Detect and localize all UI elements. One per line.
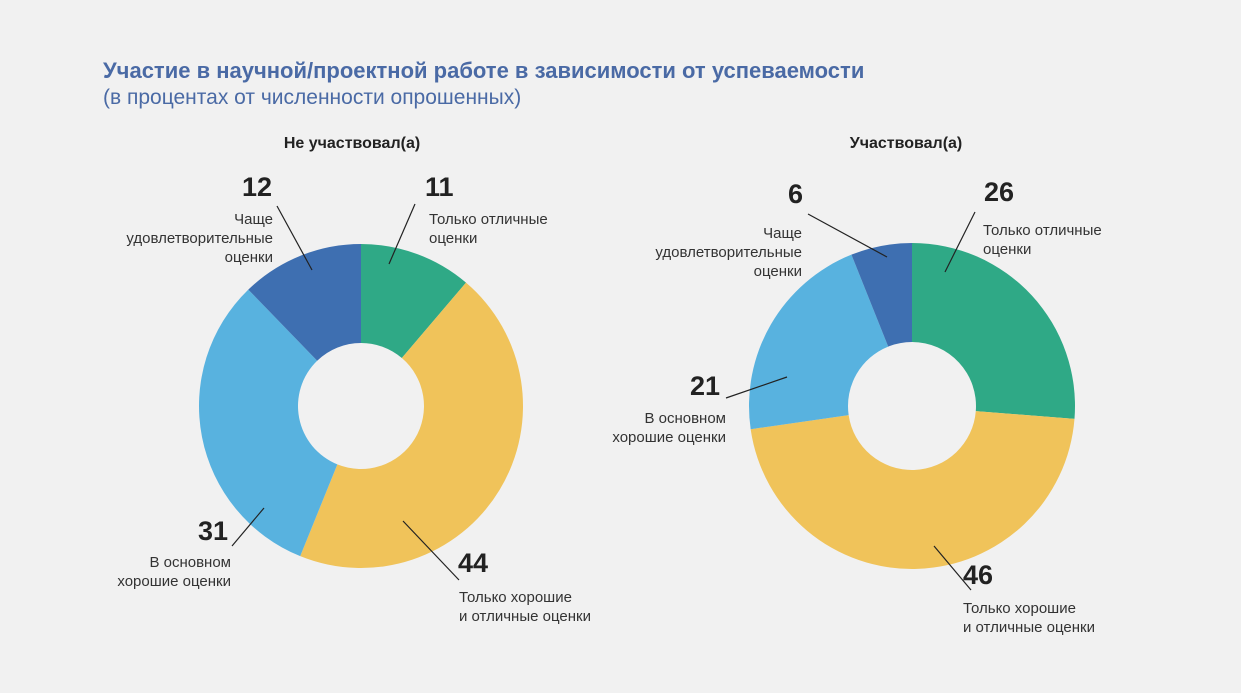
leader-line: [725, 376, 788, 399]
slice-2: [750, 411, 1075, 569]
leader-line: [807, 213, 888, 258]
category-label: Только хорошие и отличные оценки: [459, 589, 591, 625]
leader-line: [231, 507, 265, 547]
slice-3: [749, 254, 889, 430]
value-label: 12: [242, 172, 272, 202]
slice-3: [198, 289, 338, 557]
value-label: 11: [425, 172, 454, 202]
leader-line: [276, 205, 313, 271]
value-label: 44: [458, 548, 488, 578]
leader-line: [933, 545, 972, 591]
value-label: 26: [984, 177, 1014, 207]
value-label: 46: [963, 560, 993, 590]
category-label: Только хорошие и отличные оценки: [963, 600, 1095, 636]
category-label: В основном хорошие оценки: [117, 554, 231, 590]
category-label: Чаще удовлетворительные оценки: [655, 225, 802, 280]
page-subtitle: (в процентах от численности опрошенных): [103, 86, 522, 109]
page-title: Участие в научной/проектной работе в зав…: [103, 58, 865, 83]
leader-line: [402, 520, 460, 581]
category-label: В основном хорошие оценки: [612, 410, 726, 446]
donut-chart-2: Участвовал(а) 26 Только отличные оценки 46 То…: [612, 135, 1101, 636]
slice-1: [361, 244, 467, 359]
category-label: Только отличные оценки: [983, 222, 1102, 258]
slice-2: [300, 282, 523, 568]
value-label: 31: [198, 516, 228, 546]
category-label: Чаще удовлетворительные оценки: [126, 211, 273, 266]
slice-4: [851, 243, 912, 347]
slice-1: [912, 243, 1075, 419]
leader-line: [388, 203, 416, 265]
chart-title: Не участвовал(а): [284, 135, 420, 152]
category-label: Только отличные оценки: [429, 211, 548, 247]
value-label: 21: [690, 371, 720, 401]
leader-line: [944, 211, 976, 273]
value-label: 6: [788, 179, 803, 209]
donut-chart-1: Не участвовал(а) 11 Только отличные оценки 4…: [117, 135, 591, 625]
chart-title: Участвовал(а): [850, 135, 963, 152]
slice-4: [248, 244, 361, 361]
